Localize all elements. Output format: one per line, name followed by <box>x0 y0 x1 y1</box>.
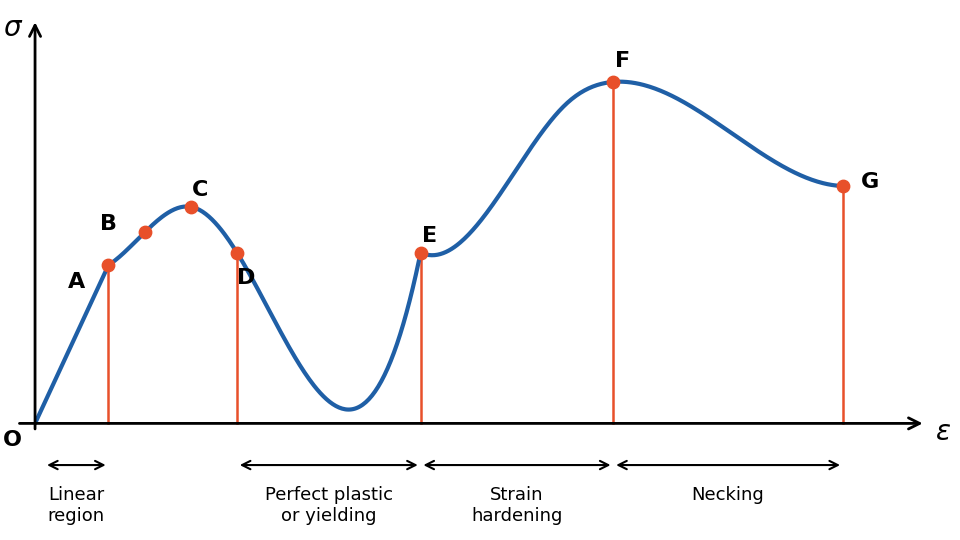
Point <box>835 181 851 190</box>
Text: Necking: Necking <box>692 486 764 504</box>
Point <box>101 261 116 269</box>
Point <box>606 78 621 86</box>
Text: D: D <box>237 268 255 288</box>
Text: Strain
hardening: Strain hardening <box>471 486 563 525</box>
Text: G: G <box>861 172 879 192</box>
Text: σ: σ <box>3 14 21 42</box>
Text: Linear
region: Linear region <box>48 486 105 525</box>
Text: C: C <box>192 180 208 200</box>
Text: Perfect plastic
or yielding: Perfect plastic or yielding <box>265 486 393 525</box>
Text: O: O <box>3 430 21 450</box>
Text: B: B <box>100 213 117 233</box>
Point <box>413 248 428 257</box>
Text: A: A <box>68 272 85 292</box>
Point <box>137 227 153 236</box>
Text: ε: ε <box>936 418 951 446</box>
Text: E: E <box>422 226 438 246</box>
Point <box>183 202 199 211</box>
Text: F: F <box>615 51 630 71</box>
Point <box>229 248 245 257</box>
